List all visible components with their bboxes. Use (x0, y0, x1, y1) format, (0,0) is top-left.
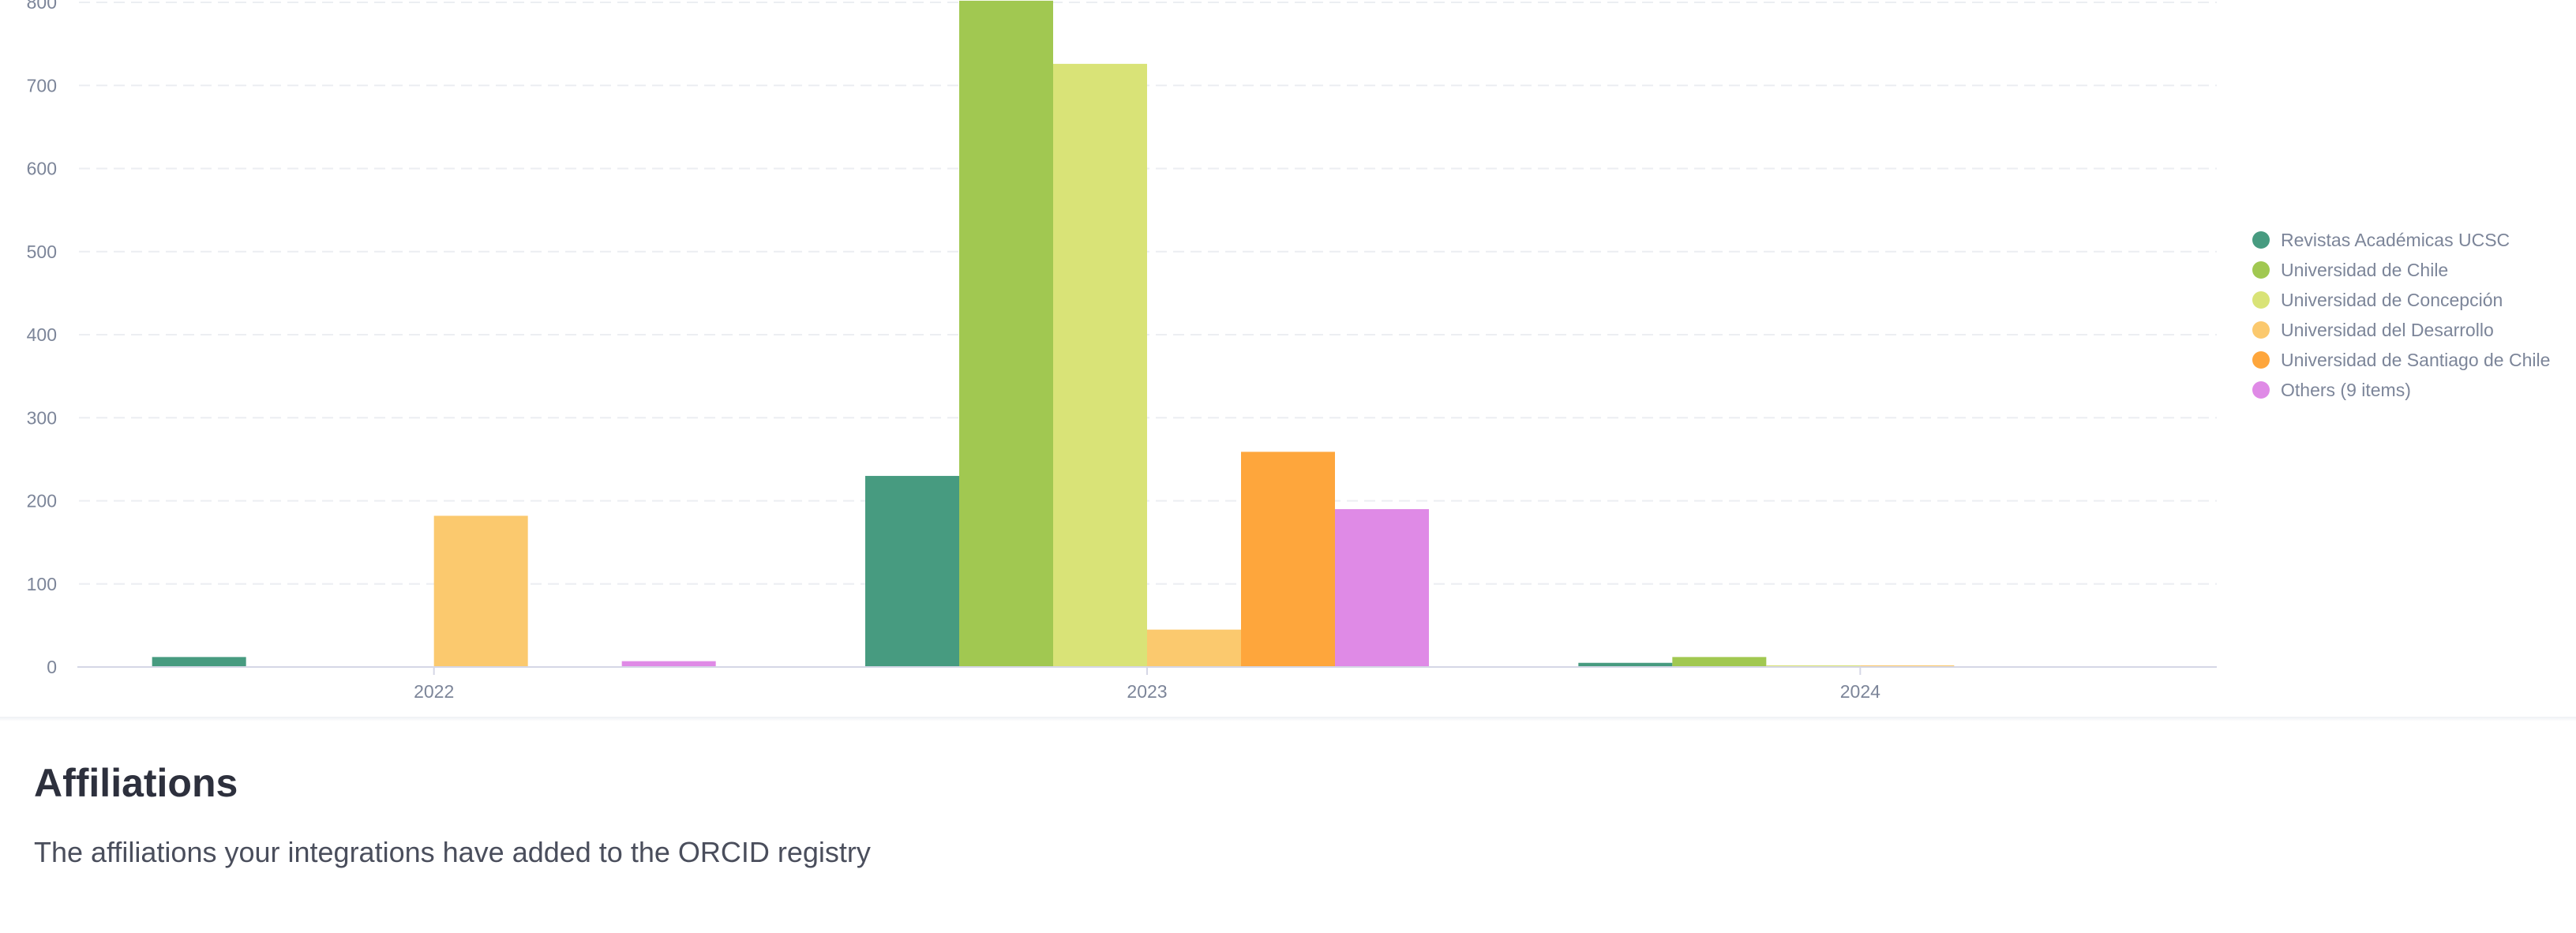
legend-swatch (2252, 321, 2270, 339)
legend-label: Universidad del Desarrollo (2281, 319, 2494, 340)
panel-divider (0, 717, 2576, 721)
y-tick-label: 500 (27, 242, 57, 262)
bar-2022-series-5 (621, 661, 716, 667)
affiliations-section: Affiliations The affiliations your integ… (34, 762, 2481, 869)
bar-2023-series-2 (1053, 63, 1147, 667)
x-tick-label: 2024 (1840, 681, 1880, 702)
legend-item[interactable]: Universidad de Concepción (2252, 285, 2550, 315)
legend-label: Universidad de Santiago de Chile (2281, 349, 2551, 370)
bar-2024-series-1 (1672, 657, 1767, 667)
bar-2024-series-0 (1578, 662, 1673, 667)
y-tick-label: 600 (27, 159, 57, 179)
bar-2024-series-2 (1766, 665, 1861, 667)
bar-2023-series-5 (1335, 509, 1429, 667)
y-tick-label: 200 (27, 491, 57, 511)
x-tick-label: 2022 (414, 681, 454, 702)
y-tick-label: 700 (27, 75, 57, 96)
bar-2023-series-4 (1241, 452, 1335, 667)
legend-label: Revistas Académicas UCSC (2281, 229, 2510, 250)
legend-label: Universidad de Chile (2281, 259, 2449, 280)
legend-swatch (2252, 291, 2270, 309)
x-tick-label: 2023 (1127, 681, 1167, 702)
y-tick-label: 0 (47, 657, 57, 677)
y-tick-label: 800 (27, 0, 57, 13)
bar-2022-series-3 (433, 515, 528, 667)
legend-label: Universidad de Concepción (2281, 289, 2503, 310)
section-title: Affiliations (34, 761, 238, 805)
bar-chart-svg: 0 100 200 300 400 500 600 700 800 2022 2023 2024 (27, 0, 2217, 702)
y-tick-label: 100 (27, 574, 57, 594)
bar-2022-series-0 (152, 657, 246, 667)
legend-item[interactable]: Universidad de Chile (2252, 255, 2550, 285)
bar-2023-series-1 (959, 0, 1053, 667)
section-subtitle: The affiliations your integrations have … (34, 836, 871, 868)
legend-swatch (2252, 381, 2270, 399)
chart-legend: Revistas Académicas UCSC Universidad de C… (2252, 225, 2550, 405)
legend-item[interactable]: Universidad del Desarrollo (2252, 315, 2550, 345)
legend-swatch (2252, 351, 2270, 369)
affiliations-by-year-chart: 0 100 200 300 400 500 600 700 800 2022 2023 2024 Re… (26, 0, 2551, 702)
bar-2023-series-3 (1147, 629, 1241, 667)
legend-swatch (2252, 261, 2270, 279)
y-tick-label: 300 (27, 407, 57, 428)
legend-item[interactable]: Others (9 items) (2252, 375, 2550, 405)
legend-swatch (2252, 231, 2270, 249)
bar-2024-series-3 (1860, 665, 1955, 667)
legend-label: Others (9 items) (2281, 379, 2411, 400)
legend-item[interactable]: Revistas Académicas UCSC (2252, 225, 2550, 255)
y-tick-label: 400 (27, 324, 57, 345)
legend-item[interactable]: Universidad de Santiago de Chile (2252, 345, 2550, 375)
bar-2023-series-0 (865, 475, 959, 667)
